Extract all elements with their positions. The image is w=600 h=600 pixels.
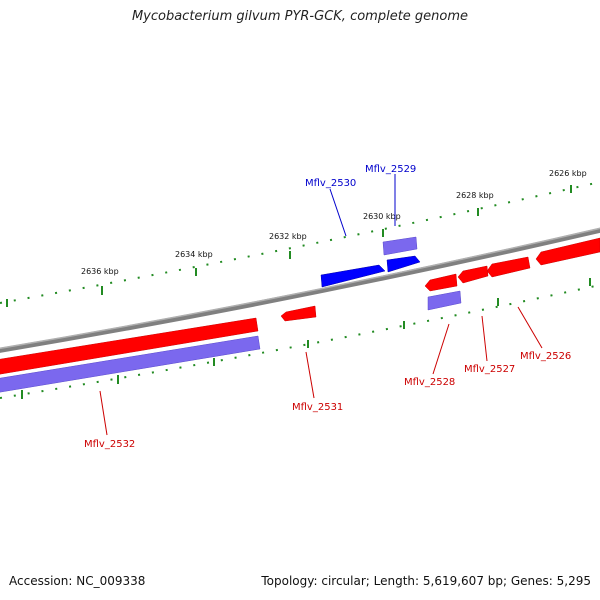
kbp-label: 2630 kbp [363, 212, 401, 221]
genome-summary-text: Topology: circular; Length: 5,619,607 bp… [261, 574, 591, 588]
gene-label-mflv-2528: Mflv_2528 [404, 377, 455, 388]
cds-forward-mflv-2527[interactable] [457, 265, 489, 284]
gene-forward-mflv-2528[interactable] [427, 290, 462, 311]
cds-forward-mflv-2528[interactable] [424, 273, 458, 292]
outer-tick-ring [0, 181, 600, 304]
kbp-label: 2634 kbp [175, 250, 213, 259]
gene-label-mflv-2531: Mflv_2531 [292, 402, 343, 413]
gene-forward-mflv-2532[interactable] [0, 335, 261, 393]
kbp-label: 2628 kbp [456, 191, 494, 200]
cds-forward-mflv-2531[interactable] [280, 305, 317, 322]
map-title: Mycobacterium gilvum PYR-GCK, complete g… [131, 9, 469, 24]
inner-major-ticks [21, 278, 591, 399]
gene-label-mflv-2529: Mflv_2529 [365, 164, 416, 175]
kbp-label: 2636 kbp [81, 267, 119, 276]
cds-forward-mflv-2527b[interactable] [486, 256, 531, 278]
kbp-label: 2626 kbp [549, 169, 587, 178]
cds-reverse-mflv-2530[interactable] [320, 264, 386, 288]
cds-reverse-mflv-2529[interactable] [386, 255, 421, 273]
cds-forward-mflv-2532[interactable] [0, 317, 259, 375]
label-leaders [99, 174, 543, 436]
kbp-label: 2632 kbp [269, 232, 307, 241]
gene-label-mflv-2532: Mflv_2532 [84, 439, 135, 450]
outer-major-ticks [6, 185, 572, 307]
genome-backbone [0, 227, 600, 353]
gene-label-mflv-2526: Mflv_2526 [520, 351, 571, 362]
accession-text: Accession: NC_009338 [9, 574, 146, 588]
gene-label-mflv-2527: Mflv_2527 [464, 364, 515, 375]
gene-label-mflv-2530: Mflv_2530 [305, 178, 356, 189]
gene-reverse-mflv-2529[interactable] [382, 236, 418, 256]
genome-backbone-highlight [0, 227, 600, 350]
cds-forward-mflv-2526[interactable] [535, 237, 600, 266]
inner-tick-ring [0, 284, 600, 399]
